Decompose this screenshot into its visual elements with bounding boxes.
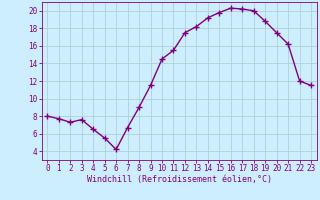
X-axis label: Windchill (Refroidissement éolien,°C): Windchill (Refroidissement éolien,°C): [87, 175, 272, 184]
